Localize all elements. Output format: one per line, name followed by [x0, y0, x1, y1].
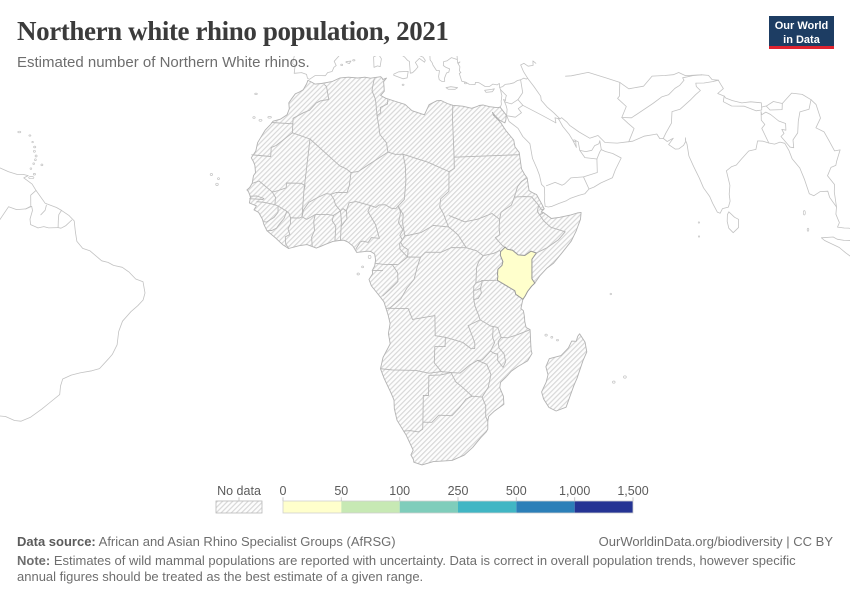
svg-text:No data: No data [217, 484, 261, 498]
svg-text:1,000: 1,000 [559, 484, 590, 498]
svg-text:250: 250 [448, 484, 469, 498]
svg-text:0: 0 [280, 484, 287, 498]
svg-text:1,500: 1,500 [617, 484, 648, 498]
svg-text:50: 50 [334, 484, 348, 498]
svg-text:100: 100 [389, 484, 410, 498]
svg-text:500: 500 [506, 484, 527, 498]
